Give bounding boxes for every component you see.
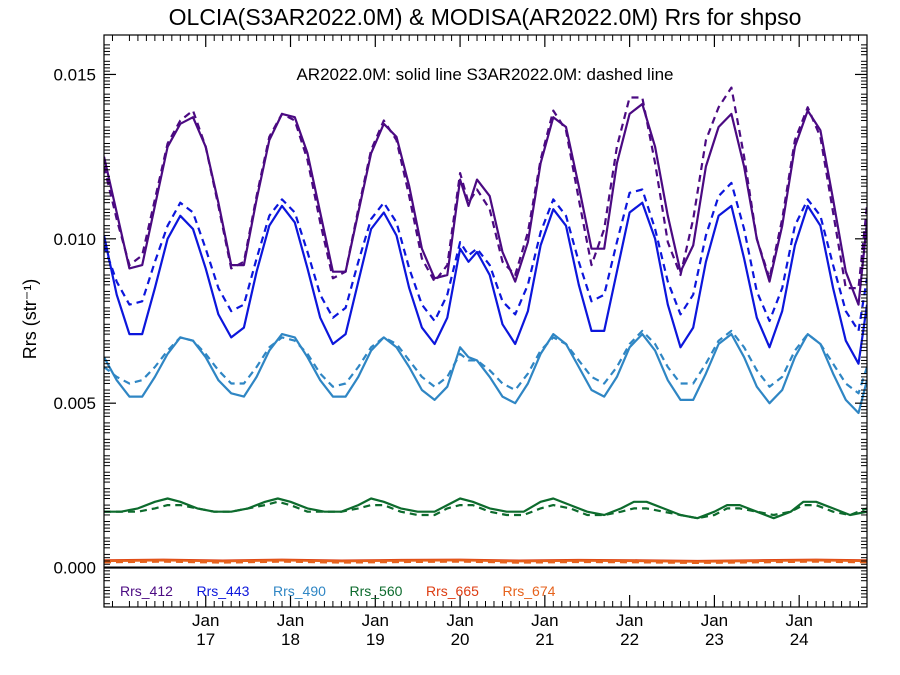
x-tick-day-label: 24 (790, 630, 809, 649)
x-tick-month-label: Jan (277, 611, 304, 630)
legend-entry-Rrs_412: Rrs_412 (120, 583, 173, 599)
chart-title: OLCIA(S3AR2022.0M) & MODISA(AR2022.0M) R… (169, 4, 802, 30)
chart-subtitle: AR2022.0M: solid line S3AR2022.0M: dashe… (296, 65, 673, 84)
y-tick-label: 0.010 (53, 230, 96, 249)
x-tick-day-label: 18 (281, 630, 300, 649)
series-Rrs_674-dashed (104, 560, 867, 565)
series-Rrs_674-solid (104, 559, 867, 563)
x-tick-month-label: Jan (701, 611, 728, 630)
legend-entry-Rrs_665: Rrs_665 (426, 583, 479, 599)
legend-entry-Rrs_674: Rrs_674 (503, 583, 556, 599)
x-tick-month-label: Jan (192, 611, 219, 630)
series-Rrs_412-solid (104, 102, 867, 306)
x-tick-day-label: 19 (366, 630, 385, 649)
x-tick-day-label: 17 (196, 630, 215, 649)
y-tick-label: 0.015 (53, 65, 96, 84)
x-tick-month-label: Jan (362, 611, 389, 630)
series-Rrs_443-solid (104, 201, 867, 365)
series-Rrs_560-dashed (104, 500, 867, 520)
y-axis-label: Rrs (str⁻¹) (20, 279, 40, 359)
x-tick-day-label: 21 (535, 630, 554, 649)
series-Rrs_560-solid (104, 497, 867, 520)
series-Rrs_412-dashed (104, 86, 867, 290)
series-Rrs_490-solid (104, 333, 867, 415)
axes: 0.0000.0050.0100.015Jan17Jan18Jan19Jan20… (53, 34, 868, 649)
x-tick-month-label: Jan (531, 611, 558, 630)
legend-entry-Rrs_443: Rrs_443 (197, 583, 250, 599)
plot-frame (103, 34, 868, 608)
x-tick-month-label: Jan (785, 611, 812, 630)
legend-entry-Rrs_560: Rrs_560 (350, 583, 403, 599)
x-tick-day-label: 20 (451, 630, 470, 649)
x-tick-day-label: 23 (705, 630, 724, 649)
y-tick-label: 0.005 (53, 394, 96, 413)
legend: Rrs_412 Rrs_443 Rrs_490 Rrs_560 Rrs_665 Rrs_6… (120, 583, 556, 599)
x-tick-month-label: Jan (446, 611, 473, 630)
x-tick-month-label: Jan (616, 611, 643, 630)
plot-area (104, 86, 867, 569)
x-tick-day-label: 22 (620, 630, 639, 649)
legend-entry-Rrs_490: Rrs_490 (273, 583, 326, 599)
y-tick-label: 0.000 (53, 559, 96, 578)
series-Rrs_490-dashed (104, 329, 867, 395)
